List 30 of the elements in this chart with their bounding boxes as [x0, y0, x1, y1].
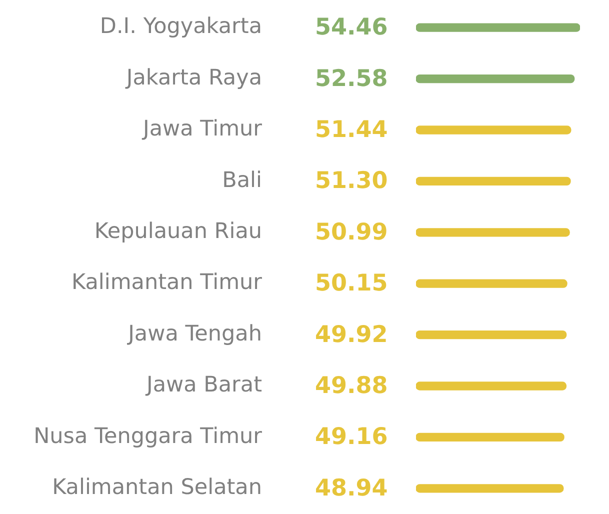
data-label: 54.46: [315, 14, 388, 41]
y-tick-label: Jawa Tengah: [126, 321, 262, 346]
data-label: 50.15: [315, 270, 388, 297]
data-label: 49.92: [315, 322, 388, 348]
y-tick-label: Jakarta Raya: [124, 65, 262, 90]
bar: [416, 228, 570, 237]
bar: [416, 176, 571, 186]
y-tick-label: Nusa Tenggara Timur: [34, 424, 262, 449]
y-tick-label: D.I. Yogyakarta: [100, 14, 262, 40]
data-label: 49.88: [315, 372, 388, 399]
bar: [416, 126, 572, 134]
data-label: 51.30: [315, 168, 388, 194]
bar: [416, 74, 575, 84]
bar: [416, 432, 564, 442]
bar: [416, 484, 564, 493]
data-label: 49.16: [315, 424, 388, 450]
y-tick-label: Jawa Timur: [141, 116, 262, 142]
y-tick-label: Jawa Barat: [144, 372, 262, 398]
y-tick-label: Kalimantan Selatan: [52, 474, 262, 500]
bar: [416, 330, 567, 340]
y-tick-label: Bali: [222, 168, 262, 193]
bar: [416, 23, 580, 32]
data-label: 50.99: [315, 219, 388, 246]
bar: [416, 382, 567, 390]
y-tick-label: Kepulauan Riau: [94, 218, 262, 244]
data-label: 52.58: [315, 66, 388, 92]
data-label: 51.44: [315, 116, 388, 143]
bar: [416, 279, 568, 288]
y-tick-label: Kalimantan Timur: [71, 270, 262, 296]
data-label: 48.94: [315, 475, 388, 502]
